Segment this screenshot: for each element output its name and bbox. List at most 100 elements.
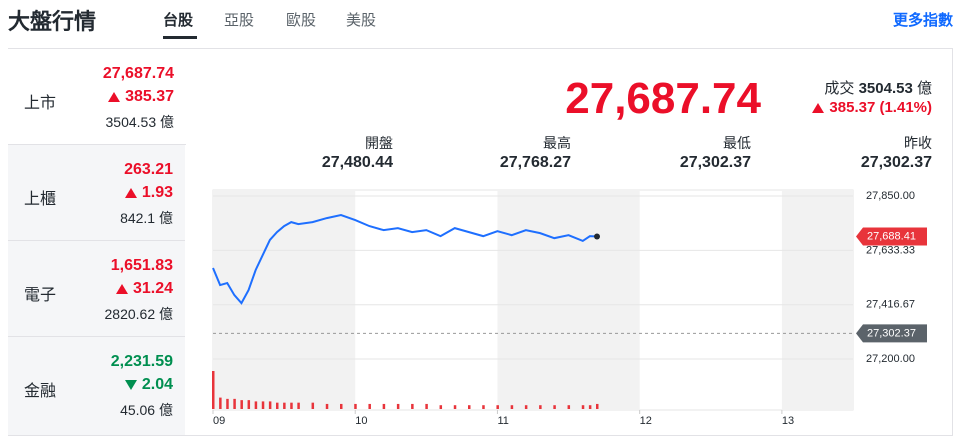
- volume-bar: [581, 405, 585, 409]
- volume-bar: [596, 403, 599, 409]
- volume-bar: [524, 405, 528, 409]
- volume-bar: [240, 400, 243, 409]
- stat-label: 最低: [723, 135, 751, 151]
- market-change-value: 2.04: [141, 376, 173, 393]
- market-change: 2.04: [124, 376, 173, 394]
- more-link[interactable]: 更多指數: [892, 12, 953, 29]
- stat-label: 昨收: [904, 135, 932, 151]
- volume-unit: 億: [916, 80, 932, 97]
- market-volume: 45.06 億: [120, 402, 173, 418]
- market-price: 1,651.83: [110, 257, 173, 274]
- volume-bar: [247, 400, 251, 409]
- market-change: 1.93: [124, 184, 173, 202]
- y-tick-label: 27,416.67: [866, 299, 915, 311]
- market-row[interactable]: 金融 2,231.59 2.04 45.06 億: [8, 337, 185, 436]
- tab-underline: [163, 36, 197, 39]
- tab[interactable]: 歐股: [286, 12, 317, 29]
- x-tick-label: 13: [782, 415, 794, 427]
- market-change-value: 31.24: [132, 280, 173, 297]
- market-name: 上市: [24, 95, 57, 112]
- volume-value: 3504.53: [858, 80, 913, 97]
- volume-bar: [290, 402, 293, 409]
- stat-label: 最高: [543, 135, 571, 151]
- market-name: 上櫃: [24, 191, 57, 208]
- volume-bar: [453, 405, 457, 409]
- market-change-value: 1.93: [141, 184, 173, 201]
- volume: 成交 3504.53 億: [824, 77, 932, 98]
- big-price: 27,687.74: [565, 74, 761, 123]
- stat-value: 27,302.37: [860, 154, 932, 171]
- volume-bar: [510, 405, 514, 409]
- x-tick-label: 10: [355, 415, 367, 427]
- volume-bar: [411, 403, 414, 409]
- stat-value: 27,480.44: [321, 154, 393, 171]
- volume-bar: [261, 401, 265, 409]
- volume-bar: [368, 403, 371, 409]
- market-name: 金融: [24, 383, 57, 400]
- market-name: 電子: [24, 287, 57, 304]
- market-volume: 2820.62 億: [104, 306, 174, 322]
- market-volume: 3504.53 億: [105, 114, 175, 130]
- tab[interactable]: 美股: [346, 12, 377, 29]
- market-volume: 842.1 億: [120, 210, 173, 226]
- band: [497, 190, 640, 410]
- stat-label: 開盤: [365, 135, 393, 151]
- volume-bar: [439, 405, 443, 409]
- volume-bar: [567, 405, 571, 409]
- volume-bar: [553, 405, 556, 409]
- title: 大盤行情: [8, 9, 97, 34]
- market-change: 385.37: [108, 88, 174, 106]
- volume-bar: [354, 403, 357, 409]
- market-change: 31.24: [115, 280, 173, 298]
- volume-bar: [219, 397, 222, 409]
- marker-label: 27,302.37: [867, 327, 916, 339]
- market-price: 27,687.74: [102, 65, 174, 82]
- y-tick-label: 27,200.00: [866, 353, 915, 365]
- x-tick-label: 12: [640, 415, 652, 427]
- volume-bar: [588, 405, 592, 409]
- volume-bar: [482, 405, 485, 409]
- volume-bar: [396, 403, 400, 409]
- market-price: 2,231.59: [110, 353, 173, 370]
- volume-bar: [212, 371, 215, 409]
- volume-bar: [468, 405, 471, 409]
- market-row[interactable]: 電子 1,651.83 31.24 2820.62 億: [8, 241, 185, 337]
- volume-bar: [268, 401, 272, 409]
- stat-value: 27,768.27: [499, 154, 571, 171]
- market-change-value: 385.37: [125, 88, 174, 105]
- y-tick-label: 27,850.00: [866, 190, 915, 202]
- volume-label: 成交: [824, 80, 855, 97]
- market-row[interactable]: 上市 27,687.74 385.37 3504.53 億: [8, 49, 186, 145]
- marker-tag: [856, 324, 927, 343]
- volume-bar: [233, 398, 236, 409]
- volume-bar: [340, 403, 343, 409]
- volume-bar: [382, 403, 386, 409]
- volume-bar: [325, 403, 329, 409]
- marker-tag: [856, 227, 927, 246]
- volume-bar: [254, 401, 258, 409]
- volume-bar: [297, 402, 300, 409]
- volume-bar: [539, 405, 542, 409]
- y-tick-label: 27,633.33: [866, 244, 915, 256]
- price-line: [212, 214, 598, 305]
- band: [781, 190, 853, 410]
- volume-bar: [283, 402, 286, 409]
- volume-bar: [496, 405, 499, 409]
- change: 385.37 (1.41%): [812, 99, 932, 116]
- volume-bar: [226, 398, 229, 409]
- marker-label: 27,688.41: [867, 230, 916, 242]
- last-point: [594, 233, 600, 240]
- market-row[interactable]: 上櫃 263.21 1.93 842.1 億: [8, 145, 185, 241]
- x-tick-label: 11: [497, 415, 508, 427]
- stat-value: 27,302.37: [679, 154, 751, 171]
- market-price: 263.21: [124, 161, 173, 178]
- tab[interactable]: 台股: [163, 12, 194, 29]
- tab[interactable]: 亞股: [224, 12, 255, 29]
- band: [213, 190, 356, 410]
- change-value: 385.37 (1.41%): [829, 99, 932, 116]
- volume-bar: [276, 402, 279, 409]
- x-tick-label: 09: [213, 415, 225, 427]
- volume-bar: [311, 402, 315, 409]
